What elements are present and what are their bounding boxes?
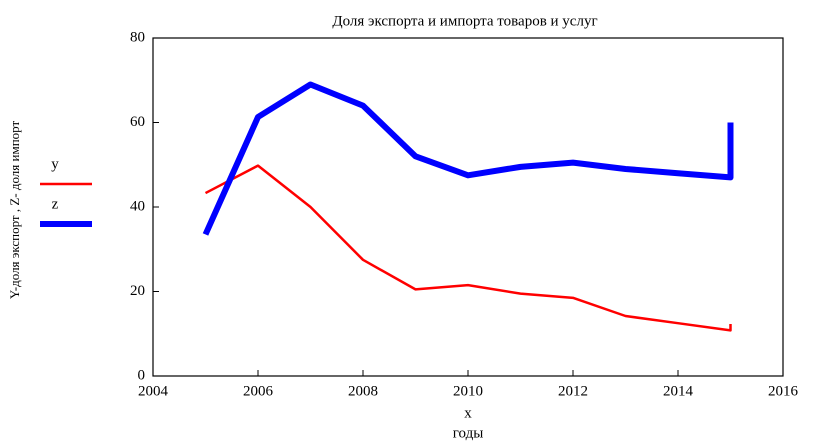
y-axis-label: Y-доля экспорт , Z- доля импорт bbox=[7, 121, 22, 300]
legend-label: z bbox=[52, 196, 59, 212]
x-tick-label: 2016 bbox=[768, 383, 799, 399]
series-line bbox=[202, 81, 734, 236]
y-tick-label: 20 bbox=[130, 283, 145, 299]
y-tick-label: 40 bbox=[130, 198, 145, 214]
series-line bbox=[204, 164, 732, 332]
y-tick-label: 0 bbox=[138, 367, 146, 383]
x-tick-label: 2012 bbox=[558, 383, 588, 399]
x-axis-label: x bbox=[464, 405, 472, 421]
legend-label: y bbox=[51, 156, 59, 172]
x-tick-label: 2008 bbox=[348, 383, 378, 399]
x-tick-label: 2004 bbox=[138, 383, 169, 399]
y-tick-label: 60 bbox=[130, 114, 145, 130]
x-axis-sublabel: годы bbox=[453, 425, 484, 441]
x-tick-label: 2014 bbox=[663, 383, 694, 399]
chart-title: Доля экспорта и импорта товаров и услуг bbox=[332, 13, 597, 29]
x-tick-label: 2010 bbox=[453, 383, 483, 399]
x-tick-label: 2006 bbox=[243, 383, 274, 399]
y-tick-label: 80 bbox=[130, 29, 145, 45]
